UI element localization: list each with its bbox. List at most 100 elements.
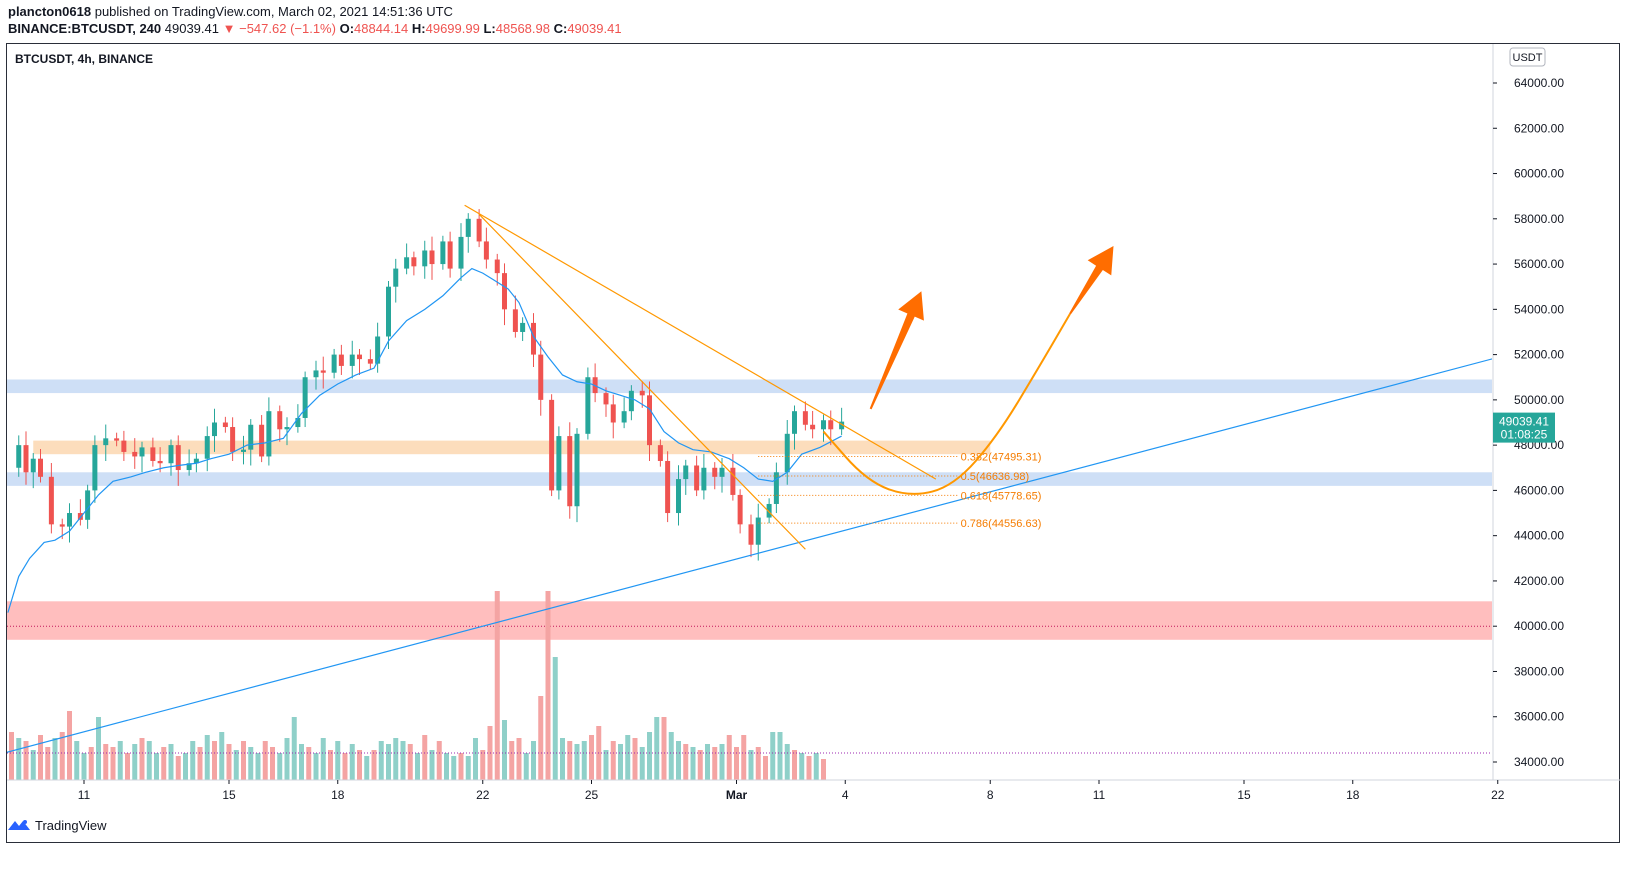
volume-bar [59,732,65,780]
close-value: 49039.41 [567,21,622,36]
candle-body [784,433,790,473]
high-label: H: [411,21,426,36]
volume-bar [639,747,645,780]
volume-bar [328,750,333,780]
volume-bar [378,741,384,780]
candle-body [440,241,446,265]
volume-bar [668,732,674,780]
volume-bar [821,759,826,780]
short-arrow [869,291,924,410]
volume-bar [610,741,616,780]
volume-bar [103,744,109,780]
tradingview-logo-icon[interactable] [8,818,30,832]
symbol-label[interactable]: BINANCE:BTCUSDT, 240 [8,21,162,36]
candle-body [531,322,536,355]
volume-bar [516,738,522,780]
volume-bar [226,744,232,780]
volume-bar [393,738,399,780]
price-tick-label: 44000.00 [1514,529,1564,543]
candle-body [610,404,616,423]
volume-bar [204,735,210,780]
candle-body [665,460,671,514]
candle-body [59,524,65,527]
candle-body [476,218,482,242]
volume-bar [560,738,565,780]
candle-body [802,411,808,425]
volume-bar [175,756,181,780]
candle-body [222,422,228,428]
volume-bar [320,738,326,780]
resistance-zone [7,379,1492,394]
volume-bar [458,753,464,780]
volume-bar [357,750,362,780]
volume-bar [197,747,203,780]
candle-body [114,438,120,441]
candle-body [393,268,399,287]
time-tick-label: 25 [585,788,599,802]
price-tick-label: 58000.00 [1514,212,1564,226]
fib-level-label: 0.382(47495.31) [961,452,1042,464]
candle-body [792,411,797,434]
volume-bar [313,753,319,780]
candle-body [357,354,362,360]
volume-bar [603,750,609,780]
time-tick-label: 15 [1237,788,1251,802]
candle-body [16,445,22,468]
volume-bar [763,756,768,780]
candle-body [284,427,290,430]
plot-area: 0.382(47495.31) 0.5(46636.98) 0.618(45778.… [2,204,1492,780]
volume-bar [784,744,790,780]
candle-body [338,354,344,366]
ohlc-legend: BINANCE:BTCUSDT, 240 49039.41 ▼ −547.62 … [8,21,622,36]
candle-body [411,257,417,267]
candle-body [676,479,681,514]
price-tick-label: 50000.00 [1514,393,1564,407]
volume-bar [146,741,152,780]
price-tick-label: 36000.00 [1514,710,1564,724]
time-tick-label: 22 [476,788,490,802]
price-change: ▼ −547.62 (−1.1%) [222,21,336,36]
publisher-name[interactable]: plancton0618 [8,4,92,19]
volume-bar [618,744,623,780]
volume-bar [697,750,703,780]
volume-bar [632,738,638,780]
candle-body [193,458,199,464]
footer: TradingView [8,815,107,835]
price-tick-label: 54000.00 [1514,302,1564,316]
candle-body [422,250,428,267]
time-tick-label: 22 [1491,788,1505,802]
candle-body [77,513,83,520]
tradingview-brand[interactable]: TradingView [35,817,107,833]
volume-bar [117,741,123,780]
last-price: 49039.41 [164,21,219,36]
candle-body [320,370,326,373]
chart-title: BTCUSDT, 4h, BINANCE [15,52,154,66]
volume-bar [690,747,696,780]
volume-bar [342,753,348,780]
volume-bar [168,744,174,780]
volume-bar [415,753,420,780]
volume-bar [531,741,536,780]
candle-body [121,440,127,452]
price-tick-label: 52000.00 [1514,348,1564,362]
volume-bar [248,747,254,780]
candle-body [465,218,471,237]
volume-bar [654,717,660,780]
volume-bar [806,756,812,780]
volume-bar [306,747,312,780]
volume-bar [2,717,7,780]
candle-body [730,467,736,495]
volume-bar [9,732,14,780]
candle-body [404,257,410,269]
volume-bar [81,753,87,780]
volume-bar [233,750,239,780]
candle-body [574,433,580,507]
low-value: 48568.98 [495,21,550,36]
price-tick-label: 46000.00 [1514,483,1564,497]
candle-body [375,336,381,364]
candle-body [367,359,373,364]
volume-bar [799,753,805,780]
chart-frame [6,43,1620,843]
candle-body [755,517,761,545]
